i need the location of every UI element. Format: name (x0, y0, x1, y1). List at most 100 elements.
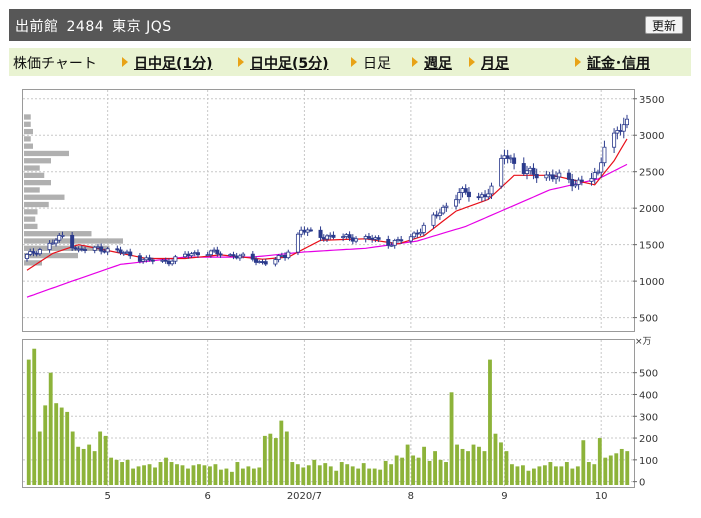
candle-body (625, 118, 630, 126)
date-tick-label: 5 (104, 491, 110, 502)
volume-profile-bar (24, 143, 33, 149)
volume-profile-bar (24, 136, 31, 142)
volume-bar (169, 462, 174, 485)
volume-bar (515, 466, 520, 485)
volume-bar (570, 468, 575, 485)
candle-body (79, 248, 84, 251)
candle-body (70, 234, 75, 249)
candle-body (195, 252, 200, 256)
volume-bar (312, 459, 317, 485)
candle-body (76, 248, 81, 251)
volume-bar (482, 451, 487, 485)
candle-body (141, 259, 146, 262)
volume-tick-label: 100 (639, 456, 658, 467)
candle-body (412, 232, 417, 238)
candle-body (534, 173, 539, 179)
date-tick-label: 2020/7 (287, 491, 322, 502)
volume-bar (92, 451, 97, 485)
candle-body (279, 254, 284, 257)
candle-body (476, 196, 481, 199)
candle-body (502, 155, 507, 159)
volume-bar (422, 446, 427, 485)
candle-body (366, 236, 371, 239)
candle-body (454, 199, 459, 207)
tab-weekly-label: 週足 (424, 56, 452, 72)
candle-body (460, 188, 465, 193)
volume-profile-bar (24, 194, 65, 200)
candle-body (163, 259, 168, 262)
volume-bar (98, 431, 103, 485)
price-tick-label: 3500 (639, 95, 664, 106)
volume-bar (323, 463, 328, 485)
volume-bar (186, 468, 190, 485)
candle-body (389, 244, 394, 247)
volume-bar (295, 464, 300, 485)
tab-stock-chart-label: 株価チャート (13, 56, 97, 72)
tab-intraday-5min[interactable]: 日中足(5分) (238, 53, 329, 73)
tab-monthly[interactable]: 月足 (469, 53, 509, 73)
candle-body (192, 252, 197, 255)
market-name: 東京 JQS (112, 19, 172, 35)
volume-bar (488, 359, 492, 485)
candle-body (354, 238, 359, 242)
candle-body (489, 185, 494, 195)
candle-body (257, 261, 262, 263)
volume-profile-bar (24, 231, 92, 237)
date-tick-label: 8 (408, 491, 414, 502)
volume-bar (191, 465, 196, 485)
candle-body (105, 248, 110, 253)
candle-body (373, 237, 378, 240)
volume-bar (367, 468, 372, 485)
candle-body (521, 163, 526, 174)
arrow-right-icon (238, 57, 244, 67)
tab-margin-credit[interactable]: 証金･信用 (575, 53, 650, 73)
candle-body (212, 249, 217, 252)
candle-body (34, 252, 39, 255)
candle-body (241, 253, 246, 257)
volume-bar (142, 465, 146, 485)
tab-margin-credit-label: 証金･信用 (587, 56, 650, 72)
price-axis: 3500 3000 2500 2000 1500 1000 500 (633, 95, 664, 325)
candle-body (328, 234, 333, 237)
candle-body (302, 229, 307, 233)
candle-body (331, 234, 336, 238)
volume-bar (586, 462, 591, 485)
volume-bar (279, 420, 284, 485)
chart-tab-bar: 株価チャート 日中足(1分) 日中足(5分) 日足 週足 月足 証金･信用 (9, 48, 691, 76)
candle-body (95, 246, 100, 249)
candle-body (137, 255, 142, 262)
volume-bar (290, 462, 295, 485)
price-tick-label: 3000 (639, 131, 664, 142)
candle-body (324, 235, 329, 240)
volume-tick-label: 500 (639, 369, 658, 380)
price-tick-label: 500 (639, 314, 658, 325)
volume-bar (564, 462, 569, 485)
candle-body (99, 246, 104, 252)
volume-bar (224, 468, 229, 485)
candle-body (318, 229, 323, 238)
volume-bar (378, 469, 383, 485)
volume-bar (581, 440, 586, 485)
volume-bar (345, 464, 350, 485)
candle-body (92, 246, 97, 251)
volume-bar (65, 411, 70, 485)
candle-body (183, 253, 188, 258)
volume-bar (499, 442, 503, 485)
price-tick-label: 1000 (639, 277, 664, 288)
volume-bar (334, 470, 339, 485)
tab-daily: 日足 (351, 53, 391, 73)
volume-bar (339, 462, 344, 485)
tab-weekly[interactable]: 週足 (412, 53, 452, 73)
candle-body (102, 250, 107, 253)
volume-bar (59, 407, 64, 485)
volume-bar (510, 464, 514, 485)
volume-bar (455, 444, 459, 485)
volume-bar (608, 455, 613, 485)
tab-intraday-1min[interactable]: 日中足(1分) (122, 53, 213, 73)
refresh-button[interactable]: 更新 (644, 16, 683, 34)
candle-body (392, 240, 397, 246)
candle-body (31, 251, 36, 254)
volume-bar (87, 444, 92, 485)
candle-body (121, 252, 126, 255)
